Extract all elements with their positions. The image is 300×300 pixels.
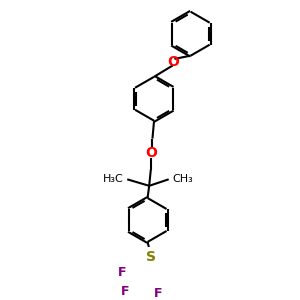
Text: F: F	[118, 266, 126, 279]
Text: CH₃: CH₃	[172, 174, 193, 184]
Text: H₃C: H₃C	[102, 174, 123, 184]
Text: O: O	[168, 55, 179, 69]
Text: S: S	[146, 250, 156, 264]
Text: O: O	[146, 146, 158, 160]
Text: F: F	[121, 285, 130, 298]
Text: F: F	[154, 287, 163, 300]
